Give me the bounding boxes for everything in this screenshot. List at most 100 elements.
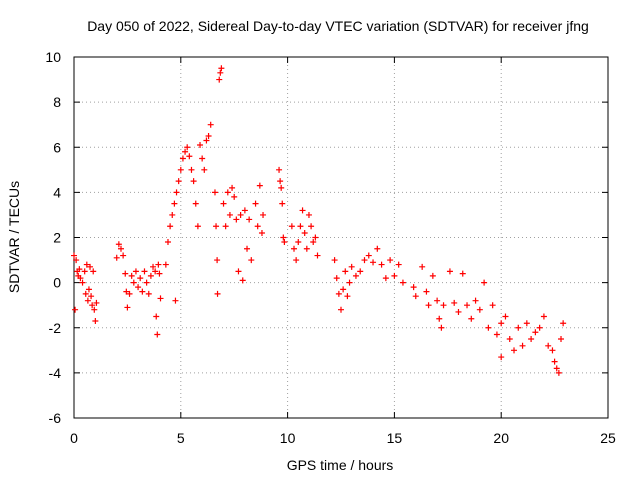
data-point [218,65,225,72]
data-point [214,257,221,264]
data-point [217,69,224,76]
data-point [201,166,208,173]
data-point [89,302,96,309]
data-point [194,223,201,230]
data-point [244,245,251,252]
data-point [374,245,381,252]
data-point [76,266,83,273]
y-tick-label: 10 [45,49,61,65]
data-point [280,234,287,241]
data-point [331,257,338,264]
y-tick-label: 2 [53,230,61,246]
data-point [540,313,547,320]
data-point [71,252,77,259]
data-point [132,268,139,275]
data-point [472,297,479,304]
data-point [301,229,308,236]
data-point [115,241,122,248]
data-point [123,288,130,295]
data-point [241,207,248,214]
data-point [551,358,558,365]
data-point [446,268,453,275]
data-point [438,324,445,331]
data-point [77,275,84,282]
data-point [295,239,302,246]
data-point [459,270,466,277]
y-tick-label: -6 [49,410,62,426]
data-point [310,239,317,246]
data-point [73,257,80,264]
x-axis-label: GPS time / hours [287,457,394,473]
data-point [81,268,88,275]
data-point [419,263,426,270]
y-tick-label: 4 [53,184,61,200]
data-point [338,306,344,313]
data-point [549,347,556,354]
data-point [511,347,518,354]
data-point [532,329,539,336]
data-point [130,279,137,286]
data-point [229,184,236,191]
data-point [117,245,124,252]
data-point [340,286,347,293]
data-point [277,178,284,185]
data-point [184,144,191,151]
data-point [113,254,120,261]
data-point [120,252,127,259]
data-point [88,293,95,300]
data-point [361,257,368,264]
data-point [558,336,565,343]
data-point [502,313,509,320]
data-point [124,304,131,311]
data-point [172,297,179,304]
grid-lines [74,57,608,418]
data-point [276,166,283,173]
data-point [157,295,164,302]
data-point [305,211,312,218]
data-point [342,268,349,275]
data-point [164,239,171,246]
data-point [365,252,372,259]
data-point [92,317,99,324]
data-point [429,272,436,279]
data-point [303,245,310,252]
data-point [155,261,162,268]
data-point [84,297,91,304]
data-point [137,275,144,282]
data-point [506,336,513,343]
data-point [382,275,389,282]
data-point [498,354,505,361]
data-point [297,223,304,230]
data-points [71,65,567,376]
data-point [182,148,189,155]
data-point [308,223,315,230]
x-tick-label: 15 [387,430,403,446]
data-point [246,216,253,223]
data-point [536,324,543,331]
y-tick-label: 6 [53,139,61,155]
data-point [278,184,285,191]
data-point [226,211,233,218]
data-point [440,302,447,309]
data-point [179,155,186,162]
x-tick-label: 5 [177,430,185,446]
data-point [281,239,288,246]
y-tick-label: -2 [49,320,62,336]
data-point [378,261,385,268]
data-point [348,263,355,270]
data-point [279,200,286,207]
data-point [167,223,174,230]
data-point [410,284,417,291]
data-point [145,290,152,297]
data-point [213,223,220,230]
data-point [468,315,475,322]
data-point [87,263,94,270]
data-point [485,324,492,331]
data-point [481,279,488,286]
data-point [252,200,259,207]
data-point [85,286,92,293]
data-point [192,200,199,207]
x-tick-label: 25 [600,430,616,446]
data-point [425,302,432,309]
